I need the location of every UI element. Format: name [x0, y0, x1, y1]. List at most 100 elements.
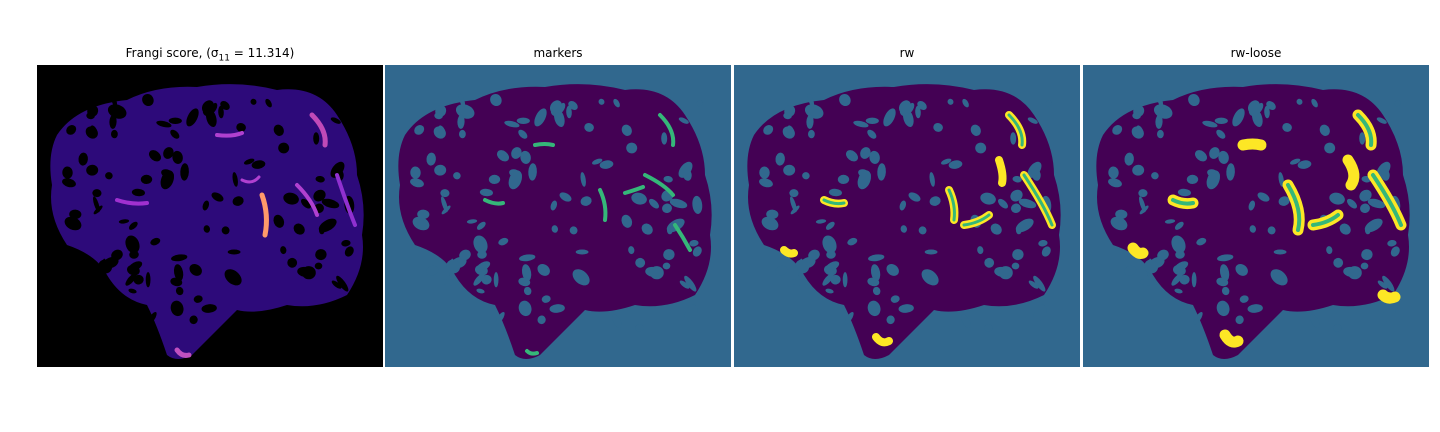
tissue-gap — [808, 249, 820, 261]
tissue-gap — [621, 214, 633, 228]
tissue-gap — [170, 129, 180, 139]
tissue-gap — [1376, 161, 1391, 178]
tissue-gap — [684, 304, 698, 322]
tissue-gap — [1202, 120, 1218, 128]
tissue-gap — [918, 226, 927, 235]
tissue-gap — [807, 129, 815, 139]
tissue-gap — [251, 160, 266, 169]
tissue-gap — [549, 304, 565, 313]
tissue-gap — [168, 117, 182, 125]
tissue-gap — [899, 100, 911, 114]
tissue-gap — [663, 175, 673, 183]
tissue-gap — [787, 125, 795, 137]
tissue-gap — [211, 192, 224, 202]
tissue-gap — [1387, 239, 1397, 247]
tissue-gap — [313, 189, 326, 202]
tissue-gap — [626, 142, 638, 154]
tissue-gap — [867, 277, 880, 287]
panel-title-frangi: Frangi score, (σ11 = 11.314) — [37, 46, 383, 63]
tissue-gap — [518, 277, 531, 287]
tissue-gap — [621, 124, 632, 136]
tissue-gap — [278, 142, 290, 154]
tissue-gap — [669, 198, 688, 209]
tissue-gap — [1124, 265, 1137, 276]
tissue-gap — [678, 117, 689, 124]
frangi-title-text: Frangi score, (σ — [125, 46, 219, 60]
tissue-gap — [519, 254, 536, 262]
tissue-gap — [1115, 209, 1128, 220]
tissue-gap — [1289, 158, 1301, 165]
tissue-gap — [837, 174, 850, 185]
tissue-gap — [232, 172, 238, 187]
tissue-gap — [1110, 216, 1128, 231]
panel-title-markers: markers — [533, 46, 583, 60]
tissue-gap — [131, 188, 145, 197]
tissue-gap — [66, 125, 77, 135]
tissue-gap — [236, 122, 246, 132]
tissue-gap — [1257, 192, 1270, 202]
tissue-gap — [994, 266, 1010, 277]
tissue-gap — [847, 237, 858, 246]
tissue-gap — [612, 314, 622, 328]
tissue-gap — [1216, 300, 1230, 317]
tissue-gap — [1012, 249, 1024, 261]
tissue-gap — [842, 272, 848, 288]
tissue-gap — [1018, 198, 1037, 209]
tissue-gap — [128, 221, 138, 230]
tissue-gap — [426, 152, 436, 166]
tissue-gap — [990, 223, 1002, 235]
tissue-gap — [825, 288, 834, 294]
tissue-gap — [250, 98, 257, 105]
tissue-gap — [193, 295, 203, 303]
tissue-gap — [1155, 114, 1163, 129]
tissue-gap — [929, 172, 935, 187]
tissue-gap — [1249, 225, 1257, 233]
tissue-gap — [649, 198, 659, 209]
tissue-gap — [1045, 100, 1052, 107]
tissue-gap — [118, 219, 130, 224]
tissue-gap — [1264, 105, 1270, 119]
tissue-gap — [1278, 172, 1284, 187]
tissue-gap — [1108, 178, 1122, 188]
tissue-gap — [886, 315, 895, 325]
tissue-gap — [511, 147, 522, 159]
tissue-gap — [1028, 280, 1039, 289]
tissue-gap — [331, 280, 342, 289]
tissue-gap — [898, 304, 914, 313]
panel-title-rw-loose: rw-loose — [1230, 46, 1282, 60]
tissue-gap — [243, 158, 255, 165]
tissue-gap — [490, 93, 502, 107]
tissue-gap — [466, 219, 478, 224]
tissue-gap — [1394, 100, 1401, 107]
tissue-gap — [283, 192, 299, 205]
tissue-gap — [434, 112, 443, 120]
tissue-gap — [1112, 125, 1123, 135]
tissue-gap — [628, 246, 635, 255]
tissue-gap — [1038, 239, 1048, 247]
tissue-gap — [227, 249, 241, 255]
tissue-gap — [641, 223, 653, 235]
tissue-gap — [232, 196, 244, 206]
tissue-gap — [692, 246, 702, 257]
tissue-gap — [661, 132, 668, 145]
tissue-gap — [297, 266, 313, 277]
tissue-gap — [1278, 196, 1290, 206]
tissue-gap — [498, 237, 509, 246]
frangi-score-image — [37, 65, 383, 367]
tissue-gap — [140, 174, 153, 185]
tissue-gap — [520, 150, 531, 164]
tissue-gap — [933, 122, 943, 132]
tissue-gap — [170, 277, 183, 287]
tissue-gap — [1270, 269, 1288, 286]
tissue-gap — [264, 314, 274, 328]
tissue-gap — [147, 311, 157, 325]
tissue-gap — [984, 324, 993, 332]
tissue-gap — [341, 239, 351, 247]
tissue-gap — [766, 209, 779, 220]
tissue-gap — [173, 264, 184, 282]
tissue-gap — [692, 195, 703, 214]
tissue-gap — [125, 235, 140, 254]
tissue-gap — [172, 150, 183, 164]
tissue-gap — [822, 273, 834, 286]
tissue-gap — [970, 124, 981, 136]
